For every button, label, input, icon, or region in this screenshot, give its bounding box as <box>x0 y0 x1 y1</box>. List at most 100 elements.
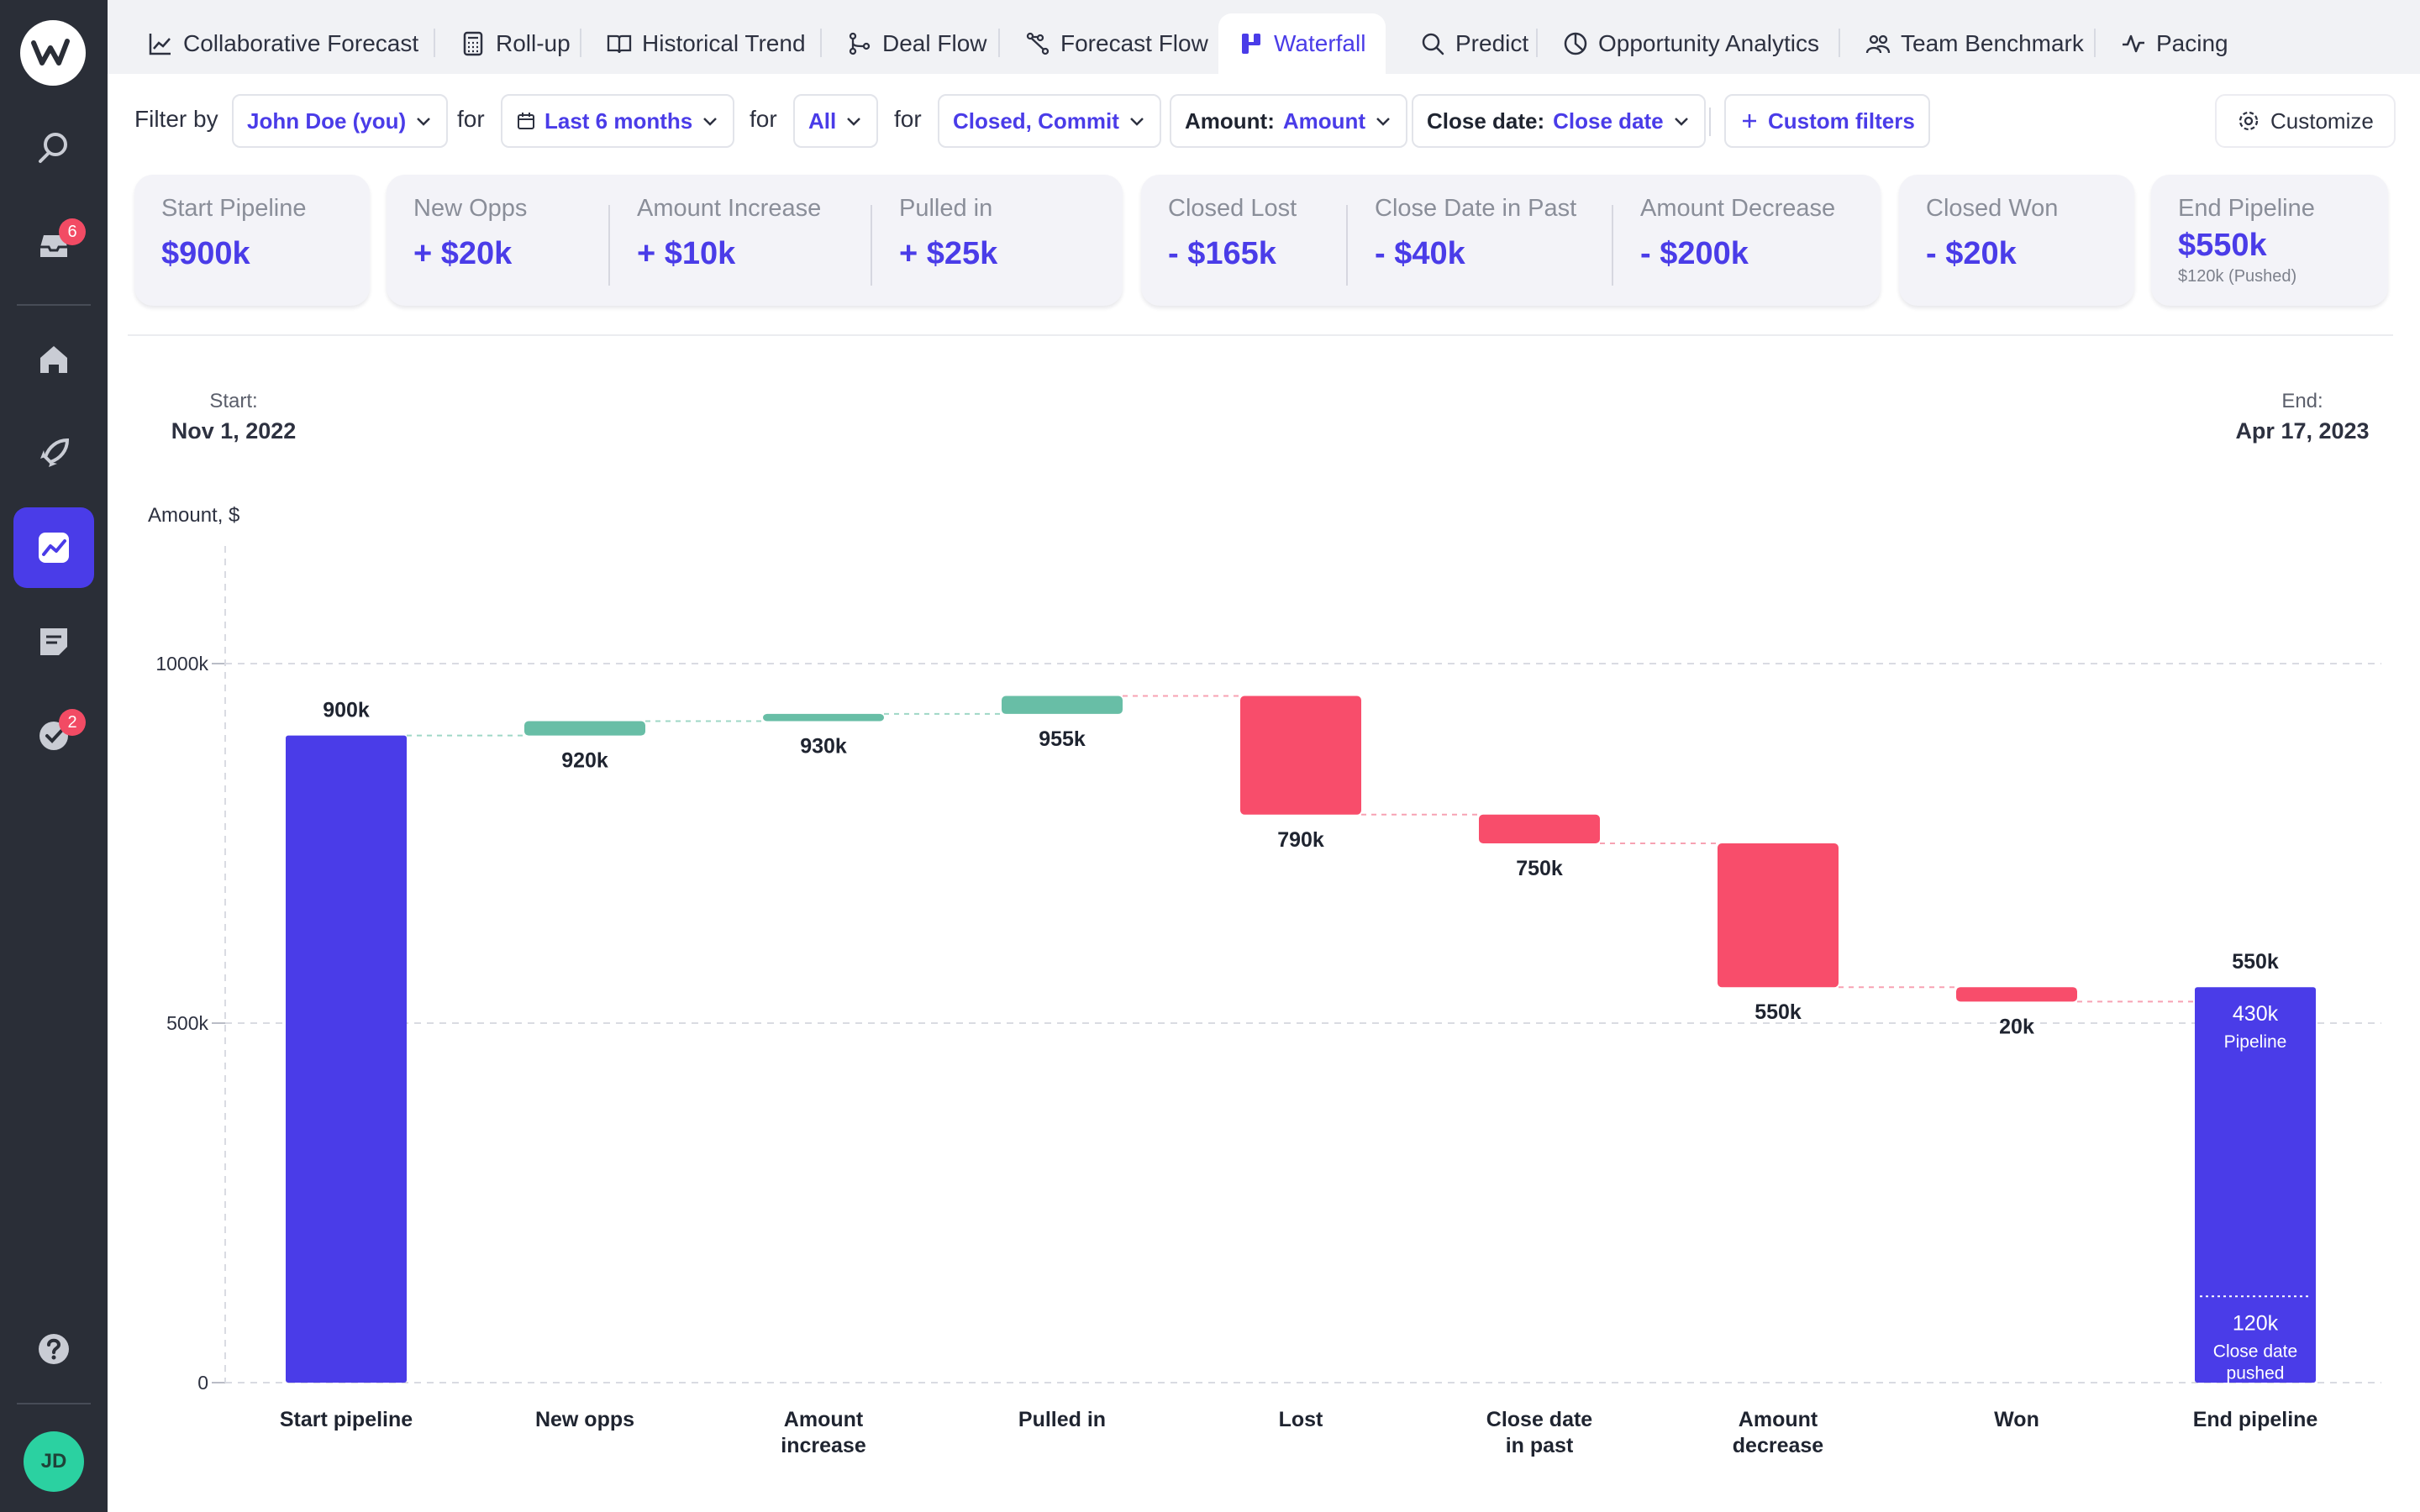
search-icon <box>1422 33 1444 55</box>
tab-opportunity-analytics[interactable]: Opportunity Analytics <box>1543 13 1839 74</box>
new-opps-metric: New Opps + $20k <box>413 195 527 272</box>
tab-forecast-flow[interactable]: Forecast Flow <box>1005 13 1228 74</box>
sidebar-divider <box>17 304 91 306</box>
close-date-filter-dropdown[interactable]: Close date: Close date <box>1412 94 1706 148</box>
y-tick-label: 0 <box>197 1372 208 1394</box>
bar-value-label: 955k <box>1039 727 1086 751</box>
section-divider <box>128 334 2393 336</box>
close-date-filter-value: Close date <box>1553 108 1664 134</box>
x-category-label: Amount <box>784 1408 864 1431</box>
x-category-label: Lost <box>1279 1408 1323 1431</box>
segment-sub-label: pushed <box>2227 1363 2285 1383</box>
tab-roll-up[interactable]: Roll-up <box>440 13 591 74</box>
question-icon[interactable] <box>13 1309 94 1389</box>
calendar-icon <box>518 113 534 129</box>
tab-team-benchmark[interactable]: Team Benchmark <box>1845 13 2104 74</box>
metric-label: End Pipeline <box>2178 195 2315 222</box>
inbox-badge: 6 <box>59 218 86 245</box>
tab-separator <box>820 29 822 57</box>
pulled-in-metric: Pulled in + $25k <box>899 195 997 272</box>
metric-value: + $20k <box>413 236 513 271</box>
tab-pacing[interactable]: Pacing <box>2101 13 2249 74</box>
increases-card: New Opps + $20k Amount Increase + $10k P… <box>387 175 1123 306</box>
rocket-icon[interactable] <box>13 413 94 494</box>
waterfall-bar <box>763 713 884 722</box>
tab-label: Deal Flow <box>882 30 987 56</box>
tab-label: Collaborative Forecast <box>183 30 419 56</box>
tab-collaborative-forecast[interactable]: Collaborative Forecast <box>128 13 439 74</box>
custom-filters-label: Custom filters <box>1768 108 1915 134</box>
tab-separator <box>1839 29 1840 57</box>
metric-value: - $165k <box>1168 236 1276 271</box>
tab-label: Roll-up <box>496 30 571 56</box>
card-separator <box>608 205 610 286</box>
metric-label: Closed Lost <box>1168 195 1297 222</box>
tab-label: Pacing <box>2156 30 2228 56</box>
end-label: End: <box>2281 390 2323 412</box>
filter-bar: Filter by John Doe (you) for Last 6 mont… <box>108 87 2420 155</box>
tab-waterfall[interactable]: Waterfall <box>1218 13 1386 74</box>
tab-historical-trend[interactable]: Historical Trend <box>587 13 826 74</box>
metric-label: Amount Decrease <box>1640 195 1836 222</box>
tab-separator <box>998 29 1000 57</box>
card-separator <box>1346 205 1348 286</box>
end-date-block: End: Apr 17, 2023 <box>2228 390 2376 444</box>
home-icon[interactable] <box>13 319 94 400</box>
bar-value-label: 920k <box>561 749 608 773</box>
sidebar: 6 2 JD <box>0 0 108 1512</box>
chevron-down-icon <box>847 118 861 126</box>
x-category-label: Amount <box>1739 1408 1818 1431</box>
metric-value: - $200k <box>1640 236 1749 271</box>
x-category-label: Start pipeline <box>280 1408 413 1431</box>
app-logo[interactable] <box>20 20 86 86</box>
filter-by-label: Filter by <box>134 106 218 132</box>
tasks-check-icon[interactable]: 2 <box>13 696 94 776</box>
owner-filter-value: John Doe (you) <box>247 108 407 134</box>
segment-sub-label: Pipeline <box>2224 1032 2287 1052</box>
metric-value: + $10k <box>637 236 736 271</box>
team-icon <box>1865 34 1891 54</box>
tab-predict[interactable]: Predict <box>1400 13 1549 74</box>
amount-filter-dropdown[interactable]: Amount: Amount <box>1170 94 1408 148</box>
decreases-card: Closed Lost - $165k Close Date in Past -… <box>1141 175 1881 306</box>
start-pipeline-metric: Start Pipeline $900k <box>161 195 307 272</box>
y-axis-label: Amount, $ <box>148 504 240 527</box>
chevron-down-icon <box>703 118 718 126</box>
chevron-down-icon <box>1376 118 1390 126</box>
analytics-chart-icon[interactable] <box>13 507 94 588</box>
custom-filters-button[interactable]: Custom filters <box>1724 94 1930 148</box>
metric-value: $900k <box>161 236 250 271</box>
owner-filter-dropdown[interactable]: John Doe (you) <box>232 94 449 148</box>
tab-deal-flow[interactable]: Deal Flow <box>827 13 1007 74</box>
y-tick-label: 1000k <box>155 653 208 675</box>
bar-value-label: 900k <box>323 699 370 722</box>
bar-value-label: 550k <box>1754 1000 1802 1024</box>
x-category-label: decrease <box>1733 1434 1824 1457</box>
metric-value: $550k <box>2178 228 2267 263</box>
bar-value-label: 550k <box>2232 950 2279 974</box>
waterfall-bar <box>1956 987 2077 1002</box>
for-label: for <box>894 106 922 132</box>
closed-won-card: Closed Won - $20k <box>1899 175 2134 306</box>
tab-label: Forecast Flow <box>1060 30 1208 56</box>
segment-sub-label: Close date <box>2213 1341 2297 1361</box>
scope-filter-dropdown[interactable]: All <box>793 94 879 148</box>
end-date: Apr 17, 2023 <box>2235 418 2370 444</box>
notes-icon[interactable] <box>13 601 94 682</box>
tab-label: Opportunity Analytics <box>1598 30 1820 56</box>
waterfall-bar <box>1479 814 1600 843</box>
period-filter-dropdown[interactable]: Last 6 months <box>501 94 735 148</box>
metric-value: - $40k <box>1375 236 1465 271</box>
amount-filter-value: Amount <box>1282 108 1366 134</box>
avatar[interactable]: JD <box>24 1431 84 1492</box>
card-separator <box>1612 205 1613 286</box>
end-pipeline-metric: End Pipeline $550k $120k (Pushed) <box>2178 195 2315 286</box>
flow-icon <box>1026 32 1050 55</box>
inbox-icon[interactable]: 6 <box>13 205 94 286</box>
customize-button[interactable]: Customize <box>2215 94 2396 148</box>
search-people-icon[interactable] <box>13 108 94 188</box>
period-filter-value: Last 6 months <box>544 108 693 134</box>
category-filter-dropdown[interactable]: Closed, Commit <box>938 94 1161 148</box>
bar-value-label: 20k <box>1999 1015 2034 1038</box>
